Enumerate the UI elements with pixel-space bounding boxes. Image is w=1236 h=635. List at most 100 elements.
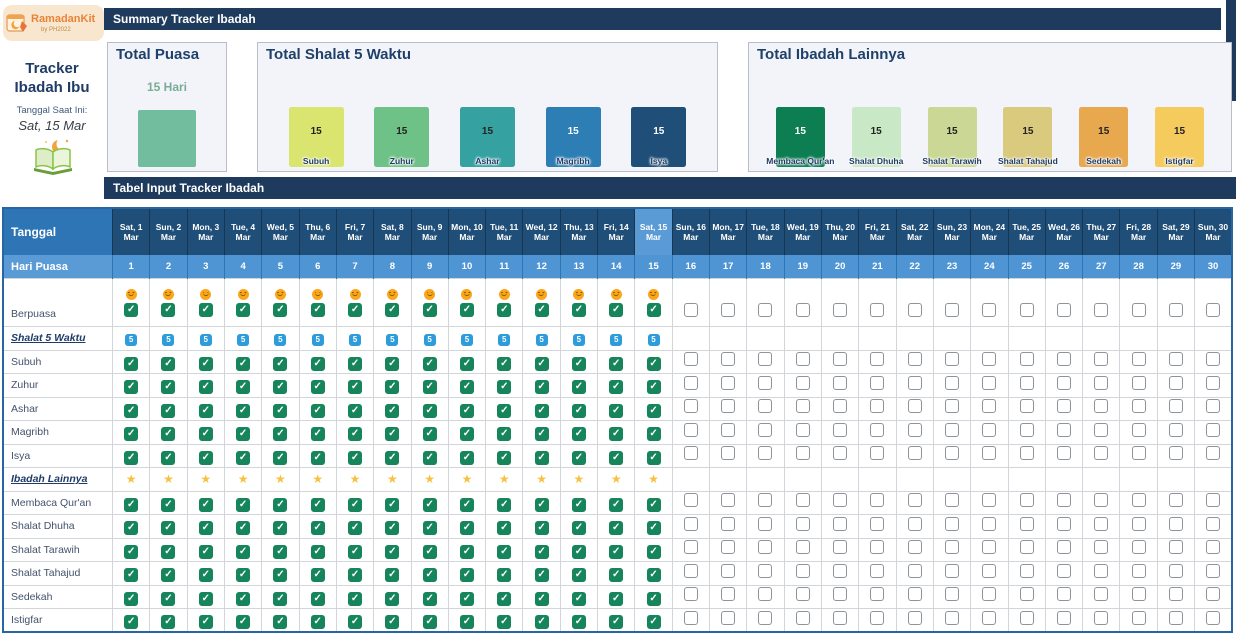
- checkbox-checked[interactable]: ✓: [534, 356, 549, 371]
- checkbox-unchecked[interactable]: [833, 302, 848, 317]
- checkbox-unchecked[interactable]: [907, 422, 922, 437]
- checkbox-checked[interactable]: ✓: [273, 591, 288, 606]
- checkbox-checked[interactable]: ✓: [459, 615, 474, 629]
- checkbox-unchecked[interactable]: [758, 587, 773, 602]
- checkbox-checked[interactable]: ✓: [198, 356, 213, 371]
- checkbox-checked[interactable]: ✓: [422, 568, 437, 583]
- checkbox-checked[interactable]: ✓: [459, 427, 474, 442]
- checkbox-checked[interactable]: ✓: [571, 497, 586, 512]
- checkbox-unchecked[interactable]: [683, 516, 698, 531]
- checkbox-unchecked[interactable]: [1056, 516, 1071, 531]
- checkbox-unchecked[interactable]: [758, 563, 773, 578]
- checkbox-checked[interactable]: ✓: [236, 568, 251, 583]
- checkbox-checked[interactable]: ✓: [385, 302, 400, 317]
- checkbox-unchecked[interactable]: [982, 493, 997, 508]
- checkbox-unchecked[interactable]: [758, 352, 773, 367]
- checkbox-checked[interactable]: ✓: [459, 403, 474, 418]
- checkbox-checked[interactable]: ✓: [534, 591, 549, 606]
- checkbox-checked[interactable]: ✓: [310, 403, 325, 418]
- checkbox-checked[interactable]: ✓: [310, 356, 325, 371]
- checkbox-unchecked[interactable]: [1094, 375, 1109, 390]
- checkbox-checked[interactable]: ✓: [198, 615, 213, 629]
- checkbox-checked[interactable]: ✓: [646, 568, 661, 583]
- checkbox-checked[interactable]: ✓: [422, 615, 437, 629]
- checkbox-checked[interactable]: ✓: [124, 403, 139, 418]
- checkbox-unchecked[interactable]: [1056, 375, 1071, 390]
- checkbox-unchecked[interactable]: [1131, 446, 1146, 461]
- checkbox-unchecked[interactable]: [907, 352, 922, 367]
- checkbox-checked[interactable]: ✓: [273, 544, 288, 559]
- checkbox-unchecked[interactable]: [1131, 302, 1146, 317]
- checkbox-unchecked[interactable]: [907, 302, 922, 317]
- checkbox-checked[interactable]: ✓: [609, 568, 624, 583]
- checkbox-checked[interactable]: ✓: [348, 521, 363, 536]
- checkbox-unchecked[interactable]: [1206, 493, 1221, 508]
- checkbox-checked[interactable]: ✓: [422, 356, 437, 371]
- checkbox-checked[interactable]: ✓: [236, 302, 251, 317]
- checkbox-checked[interactable]: ✓: [198, 521, 213, 536]
- checkbox-unchecked[interactable]: [907, 399, 922, 414]
- checkbox-unchecked[interactable]: [833, 493, 848, 508]
- checkbox-checked[interactable]: ✓: [348, 356, 363, 371]
- checkbox-unchecked[interactable]: [795, 352, 810, 367]
- checkbox-checked[interactable]: ✓: [124, 568, 139, 583]
- checkbox-unchecked[interactable]: [721, 610, 736, 625]
- checkbox-unchecked[interactable]: [758, 446, 773, 461]
- checkbox-unchecked[interactable]: [683, 422, 698, 437]
- checkbox-unchecked[interactable]: [721, 352, 736, 367]
- checkbox-unchecked[interactable]: [870, 446, 885, 461]
- checkbox-checked[interactable]: ✓: [609, 544, 624, 559]
- checkbox-checked[interactable]: ✓: [609, 615, 624, 629]
- checkbox-unchecked[interactable]: [795, 302, 810, 317]
- checkbox-checked[interactable]: ✓: [459, 591, 474, 606]
- checkbox-checked[interactable]: ✓: [385, 544, 400, 559]
- checkbox-unchecked[interactable]: [758, 302, 773, 317]
- checkbox-checked[interactable]: ✓: [534, 450, 549, 465]
- checkbox-unchecked[interactable]: [870, 375, 885, 390]
- checkbox-checked[interactable]: ✓: [310, 521, 325, 536]
- checkbox-checked[interactable]: ✓: [459, 497, 474, 512]
- checkbox-unchecked[interactable]: [683, 563, 698, 578]
- checkbox-checked[interactable]: ✓: [385, 380, 400, 395]
- checkbox-checked[interactable]: ✓: [534, 615, 549, 629]
- checkbox-checked[interactable]: ✓: [124, 380, 139, 395]
- checkbox-checked[interactable]: ✓: [571, 403, 586, 418]
- checkbox-checked[interactable]: ✓: [497, 591, 512, 606]
- checkbox-checked[interactable]: ✓: [459, 568, 474, 583]
- checkbox-checked[interactable]: ✓: [534, 497, 549, 512]
- checkbox-checked[interactable]: ✓: [310, 615, 325, 629]
- checkbox-unchecked[interactable]: [721, 587, 736, 602]
- checkbox-unchecked[interactable]: [982, 422, 997, 437]
- checkbox-checked[interactable]: ✓: [236, 427, 251, 442]
- checkbox-checked[interactable]: ✓: [609, 302, 624, 317]
- checkbox-unchecked[interactable]: [982, 516, 997, 531]
- checkbox-unchecked[interactable]: [907, 516, 922, 531]
- checkbox-checked[interactable]: ✓: [571, 356, 586, 371]
- checkbox-checked[interactable]: ✓: [385, 521, 400, 536]
- checkbox-unchecked[interactable]: [1131, 375, 1146, 390]
- checkbox-unchecked[interactable]: [982, 587, 997, 602]
- checkbox-unchecked[interactable]: [683, 540, 698, 555]
- checkbox-unchecked[interactable]: [1019, 375, 1034, 390]
- checkbox-checked[interactable]: ✓: [348, 403, 363, 418]
- checkbox-unchecked[interactable]: [945, 352, 960, 367]
- checkbox-unchecked[interactable]: [1056, 587, 1071, 602]
- checkbox-checked[interactable]: ✓: [571, 427, 586, 442]
- checkbox-checked[interactable]: ✓: [161, 356, 176, 371]
- checkbox-checked[interactable]: ✓: [161, 615, 176, 629]
- checkbox-unchecked[interactable]: [1168, 493, 1183, 508]
- checkbox-unchecked[interactable]: [795, 563, 810, 578]
- checkbox-unchecked[interactable]: [945, 587, 960, 602]
- checkbox-checked[interactable]: ✓: [609, 356, 624, 371]
- checkbox-unchecked[interactable]: [1019, 302, 1034, 317]
- checkbox-checked[interactable]: ✓: [459, 544, 474, 559]
- checkbox-checked[interactable]: ✓: [534, 521, 549, 536]
- checkbox-checked[interactable]: ✓: [385, 615, 400, 629]
- checkbox-checked[interactable]: ✓: [385, 403, 400, 418]
- checkbox-checked[interactable]: ✓: [571, 544, 586, 559]
- checkbox-checked[interactable]: ✓: [422, 544, 437, 559]
- checkbox-checked[interactable]: ✓: [534, 427, 549, 442]
- checkbox-unchecked[interactable]: [833, 587, 848, 602]
- checkbox-checked[interactable]: ✓: [161, 380, 176, 395]
- checkbox-checked[interactable]: ✓: [310, 544, 325, 559]
